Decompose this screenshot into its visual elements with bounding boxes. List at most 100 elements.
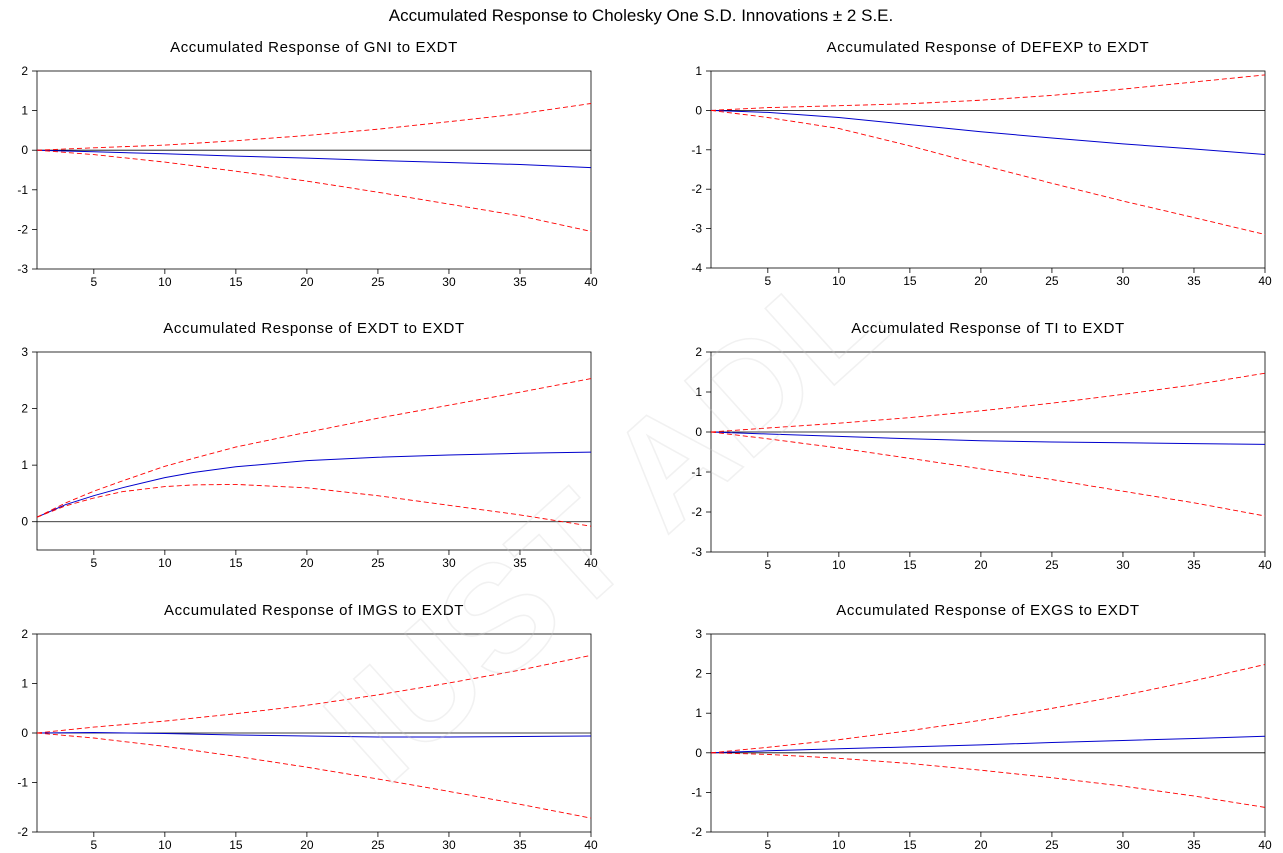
- x-tick-label: 35: [513, 275, 527, 289]
- y-tick-label: 2: [695, 667, 702, 681]
- y-tick-label: 1: [695, 64, 702, 78]
- x-tick-label: 30: [1116, 558, 1130, 572]
- y-tick-label: 0: [695, 103, 702, 117]
- x-tick-label: 40: [1258, 274, 1272, 288]
- x-tick-label: 5: [764, 558, 771, 572]
- chart-panel: Accumulated Response of TI to EXDT 2 1 0 -1 -…: [691, 320, 1272, 572]
- plot-frame: [36, 351, 592, 551]
- y-tick-label: 1: [21, 677, 28, 691]
- panels: Accumulated Response of GNI to EXDT210-1…: [17, 39, 1272, 852]
- x-tick-label: 35: [1187, 558, 1201, 572]
- upper-band-line: [710, 664, 1266, 754]
- y-tick-label: -2: [691, 825, 702, 839]
- lower-band-line: [710, 431, 1266, 517]
- upper-band-line: [710, 74, 1266, 111]
- y-tick-label: -2: [691, 182, 702, 196]
- x-tick-label: 25: [371, 556, 385, 570]
- chart-panel: Accumulated Response of GNI to EXDT210-1…: [17, 39, 598, 289]
- y-tick-label: -3: [691, 222, 702, 236]
- x-tick-label: 20: [974, 838, 988, 852]
- upper-band-line: [36, 378, 592, 518]
- y-tick-label: -1: [691, 465, 702, 479]
- y-tick-label: -1: [691, 143, 702, 157]
- x-tick-label: 15: [229, 275, 243, 289]
- x-tick-label: 30: [442, 556, 456, 570]
- figure-title: Accumulated Response to Cholesky One S.D…: [389, 6, 893, 25]
- y-tick-label: 1: [695, 385, 702, 399]
- x-tick-label: 40: [1258, 838, 1272, 852]
- x-tick-label: 20: [300, 556, 314, 570]
- x-tick-label: 15: [903, 274, 917, 288]
- x-tick-label: 10: [832, 838, 846, 852]
- x-tick-label: 20: [300, 838, 314, 852]
- response-line: [36, 149, 592, 169]
- x-tick-label: 40: [1258, 558, 1272, 572]
- y-tick-label: 3: [695, 627, 702, 641]
- y-tick-label: 0: [695, 425, 702, 439]
- x-tick-label: 30: [442, 838, 456, 852]
- x-tick-label: 20: [974, 558, 988, 572]
- plot-frame: [710, 351, 1266, 553]
- y-tick-label: 1: [21, 104, 28, 118]
- y-tick-label: 2: [695, 345, 702, 359]
- y-tick-label: 0: [695, 746, 702, 760]
- x-tick-label: 35: [513, 838, 527, 852]
- y-tick-label: -1: [691, 785, 702, 799]
- response-line: [710, 735, 1266, 754]
- y-tick-label: 0: [21, 515, 28, 529]
- response-line: [710, 431, 1266, 445]
- panel-title: Accumulated Response of EXGS to EXDT: [836, 602, 1139, 619]
- chart-panel: Accumulated Response of DEFEXP to EXDT 1 0…: [691, 39, 1272, 288]
- lower-band-line: [710, 752, 1266, 808]
- x-tick-label: 30: [1116, 274, 1130, 288]
- y-tick-label: 3: [21, 345, 28, 359]
- y-tick-label: 0: [21, 726, 28, 740]
- y-tick-label: -1: [17, 776, 28, 790]
- response-line: [710, 109, 1266, 155]
- upper-band-line: [36, 654, 592, 734]
- y-tick-label: 0: [21, 143, 28, 157]
- y-tick-label: 2: [21, 402, 28, 416]
- x-tick-label: 25: [1045, 274, 1059, 288]
- x-tick-label: 5: [764, 274, 771, 288]
- x-tick-label: 5: [90, 838, 97, 852]
- response-line: [36, 731, 592, 738]
- y-tick-label: 1: [695, 706, 702, 720]
- chart-panel: Accumulated Response of IMGS to EXDT210-…: [17, 602, 598, 852]
- x-tick-label: 35: [1187, 838, 1201, 852]
- plot-frame: [710, 70, 1266, 269]
- y-tick-label: -3: [691, 545, 702, 559]
- chart-panel: Accumulated Response of EXDT to EXDT3210…: [21, 320, 598, 570]
- x-tick-label: 25: [371, 275, 385, 289]
- x-tick-label: 5: [90, 556, 97, 570]
- panel-title: Accumulated Response of TI to EXDT: [851, 320, 1125, 337]
- x-tick-label: 40: [584, 275, 598, 289]
- x-tick-label: 35: [513, 556, 527, 570]
- x-tick-label: 5: [90, 275, 97, 289]
- x-tick-label: 30: [1116, 838, 1130, 852]
- x-tick-label: 25: [1045, 838, 1059, 852]
- y-tick-label: -2: [691, 505, 702, 519]
- y-tick-label: -2: [17, 222, 28, 236]
- x-tick-label: 15: [229, 838, 243, 852]
- x-tick-label: 20: [300, 275, 314, 289]
- lower-band-line: [710, 109, 1266, 235]
- upper-band-line: [710, 372, 1266, 433]
- y-tick-label: -2: [17, 825, 28, 839]
- lower-band-line: [36, 732, 592, 819]
- chart-panel: Accumulated Response of EXGS to EXDT3210…: [691, 602, 1272, 852]
- x-tick-label: 5: [764, 838, 771, 852]
- panel-title: Accumulated Response of EXDT to EXDT: [163, 320, 464, 337]
- plot-frame: [710, 633, 1266, 833]
- x-tick-label: 10: [158, 838, 172, 852]
- x-tick-label: 30: [442, 275, 456, 289]
- panel-title: Accumulated Response of DEFEXP to EXDT: [827, 39, 1150, 56]
- panel-title: Accumulated Response of GNI to EXDT: [170, 39, 458, 56]
- y-tick-label: 2: [21, 627, 28, 641]
- upper-band-line: [36, 103, 592, 151]
- y-tick-label: -1: [17, 183, 28, 197]
- x-tick-label: 40: [584, 556, 598, 570]
- x-tick-label: 40: [584, 838, 598, 852]
- x-tick-label: 25: [1045, 558, 1059, 572]
